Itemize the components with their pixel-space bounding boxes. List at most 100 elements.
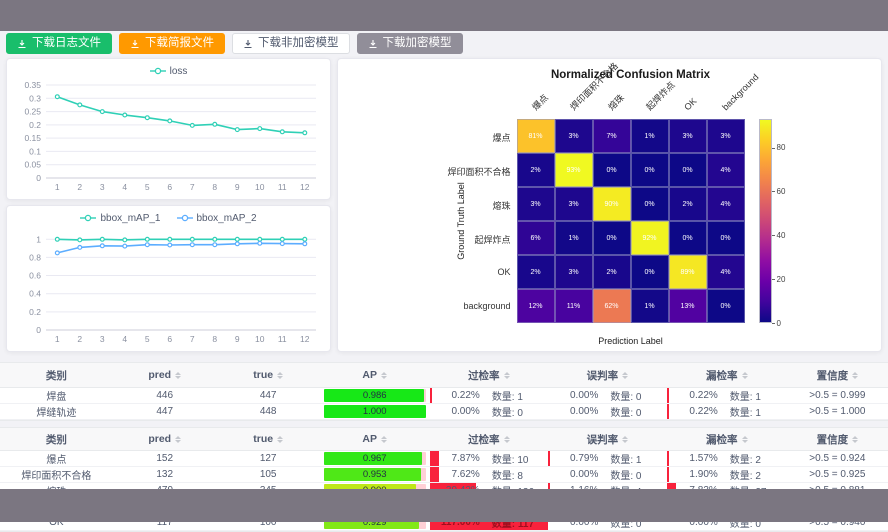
data-point[interactable]	[257, 236, 263, 242]
loss-line-chart: 00.050.10.150.20.250.30.351 2 3 4 5 6 7 8 9 10 11 1…	[24, 80, 316, 192]
download-plain-model-button[interactable]: 下载非加密模型	[232, 33, 350, 54]
sort-caret-icon[interactable]	[741, 372, 748, 380]
data-point[interactable]	[99, 243, 105, 249]
sort-caret-icon[interactable]	[741, 436, 748, 444]
column-header-4[interactable]: 过检率	[429, 428, 548, 451]
matrix-cell: 3%	[554, 187, 593, 221]
data-point[interactable]	[257, 240, 263, 246]
column-header-5[interactable]: 误判率	[547, 428, 667, 451]
data-point[interactable]	[167, 118, 173, 124]
ap-bar	[323, 468, 421, 481]
matrix-y-tick-label: OK	[497, 266, 511, 277]
download-icon	[244, 39, 252, 48]
ap-cell: 1.000	[319, 403, 430, 420]
missdetect-bar	[666, 404, 669, 419]
data-point[interactable]	[279, 241, 285, 247]
data-point[interactable]	[212, 236, 218, 242]
column-header-7[interactable]: 置信度	[786, 428, 888, 451]
data-point[interactable]	[144, 115, 150, 121]
sort-caret-icon[interactable]	[175, 371, 182, 379]
data-point[interactable]	[302, 236, 308, 242]
data-point[interactable]	[234, 236, 240, 242]
matrix-cell: 2%	[516, 153, 555, 187]
data-point[interactable]	[122, 243, 128, 249]
data-point[interactable]	[279, 236, 285, 242]
sort-caret-icon[interactable]	[277, 371, 284, 379]
sort-caret-icon[interactable]	[277, 435, 284, 443]
data-point[interactable]	[54, 250, 60, 256]
sort-caret-icon[interactable]	[852, 436, 859, 444]
data-point[interactable]	[77, 102, 83, 108]
svg-text:0.2: 0.2	[29, 120, 41, 130]
column-header-6[interactable]: 漏检率	[666, 428, 787, 451]
data-point[interactable]	[189, 122, 195, 128]
svg-text:0.4: 0.4	[29, 289, 41, 299]
dashboard: 下载日志文件 下载简报文件 下载非加密模型 下载加密模型	[0, 31, 888, 532]
data-point[interactable]	[99, 109, 105, 115]
column-header-0: 类别	[0, 363, 113, 388]
matrix-cell: 1%	[630, 119, 669, 153]
data-point[interactable]	[234, 241, 240, 247]
data-point[interactable]	[212, 121, 218, 127]
sort-caret-icon[interactable]	[503, 372, 510, 380]
legend-label: loss	[169, 65, 188, 77]
column-header-4[interactable]: 过检率	[429, 363, 548, 388]
table-row: 焊盘 446 447 0.986 0.22% 数量: 1 0.00% 数量: 0 0…	[0, 387, 888, 404]
legend-item-bbox-map-2[interactable]: bbox_mAP_2	[176, 213, 257, 224]
svg-text:3: 3	[100, 182, 105, 192]
matrix-cell: 3%	[516, 187, 555, 221]
column-header-7[interactable]: 置信度	[786, 363, 888, 388]
svg-text:9: 9	[235, 182, 240, 192]
legend-item-loss[interactable]: loss	[149, 65, 188, 77]
column-header-3[interactable]: AP	[319, 363, 430, 388]
data-point[interactable]	[77, 237, 83, 243]
sort-caret-icon[interactable]	[622, 436, 629, 444]
data-point[interactable]	[302, 241, 308, 247]
colorbar-tick	[771, 235, 775, 237]
data-point[interactable]	[189, 242, 195, 248]
column-header-2[interactable]: true	[216, 363, 320, 388]
line-marker-icon	[149, 67, 166, 75]
data-point[interactable]	[257, 126, 263, 132]
missdetect-cell: 1.57% 数量: 2	[666, 450, 787, 467]
download-log-button[interactable]: 下载日志文件	[6, 33, 112, 54]
legend-item-bbox-map-1[interactable]: bbox_mAP_1	[80, 213, 161, 224]
download-encrypted-model-label: 下载加密模型	[382, 36, 452, 49]
ap-cell: 0.967	[319, 450, 430, 467]
download-icon	[131, 39, 139, 48]
data-point[interactable]	[302, 130, 308, 136]
data-point[interactable]	[167, 236, 173, 242]
sort-caret-icon[interactable]	[852, 372, 859, 380]
data-point[interactable]	[122, 237, 128, 243]
column-header-6[interactable]: 漏检率	[666, 363, 787, 388]
sort-caret-icon[interactable]	[381, 371, 387, 379]
data-point[interactable]	[279, 129, 285, 135]
svg-text:0.1: 0.1	[29, 146, 41, 156]
column-header-1[interactable]: pred	[112, 363, 217, 388]
matrix-cell: 3%	[706, 119, 745, 153]
data-point[interactable]	[234, 127, 240, 133]
data-point[interactable]	[167, 242, 173, 248]
svg-text:0.15: 0.15	[24, 133, 41, 143]
column-header-3[interactable]: AP	[319, 428, 430, 451]
data-point[interactable]	[54, 94, 60, 100]
column-header-5[interactable]: 误判率	[547, 363, 667, 388]
sort-caret-icon[interactable]	[175, 435, 182, 443]
data-point[interactable]	[99, 236, 105, 242]
category-cell: 焊印面积不合格	[0, 466, 113, 483]
data-point[interactable]	[54, 236, 60, 242]
data-point[interactable]	[122, 112, 128, 118]
matrix-cell: 0%	[630, 255, 669, 289]
column-header-1[interactable]: pred	[112, 428, 217, 451]
data-point[interactable]	[144, 236, 150, 242]
sort-caret-icon[interactable]	[622, 372, 629, 380]
data-point[interactable]	[77, 244, 83, 250]
download-report-button[interactable]: 下载简报文件	[119, 33, 225, 54]
data-point[interactable]	[144, 242, 150, 248]
data-point[interactable]	[189, 236, 195, 242]
sort-caret-icon[interactable]	[381, 435, 387, 443]
data-point[interactable]	[212, 242, 218, 248]
download-encrypted-model-button[interactable]: 下载加密模型	[356, 33, 463, 54]
column-header-2[interactable]: true	[216, 428, 320, 451]
sort-caret-icon[interactable]	[503, 436, 510, 444]
